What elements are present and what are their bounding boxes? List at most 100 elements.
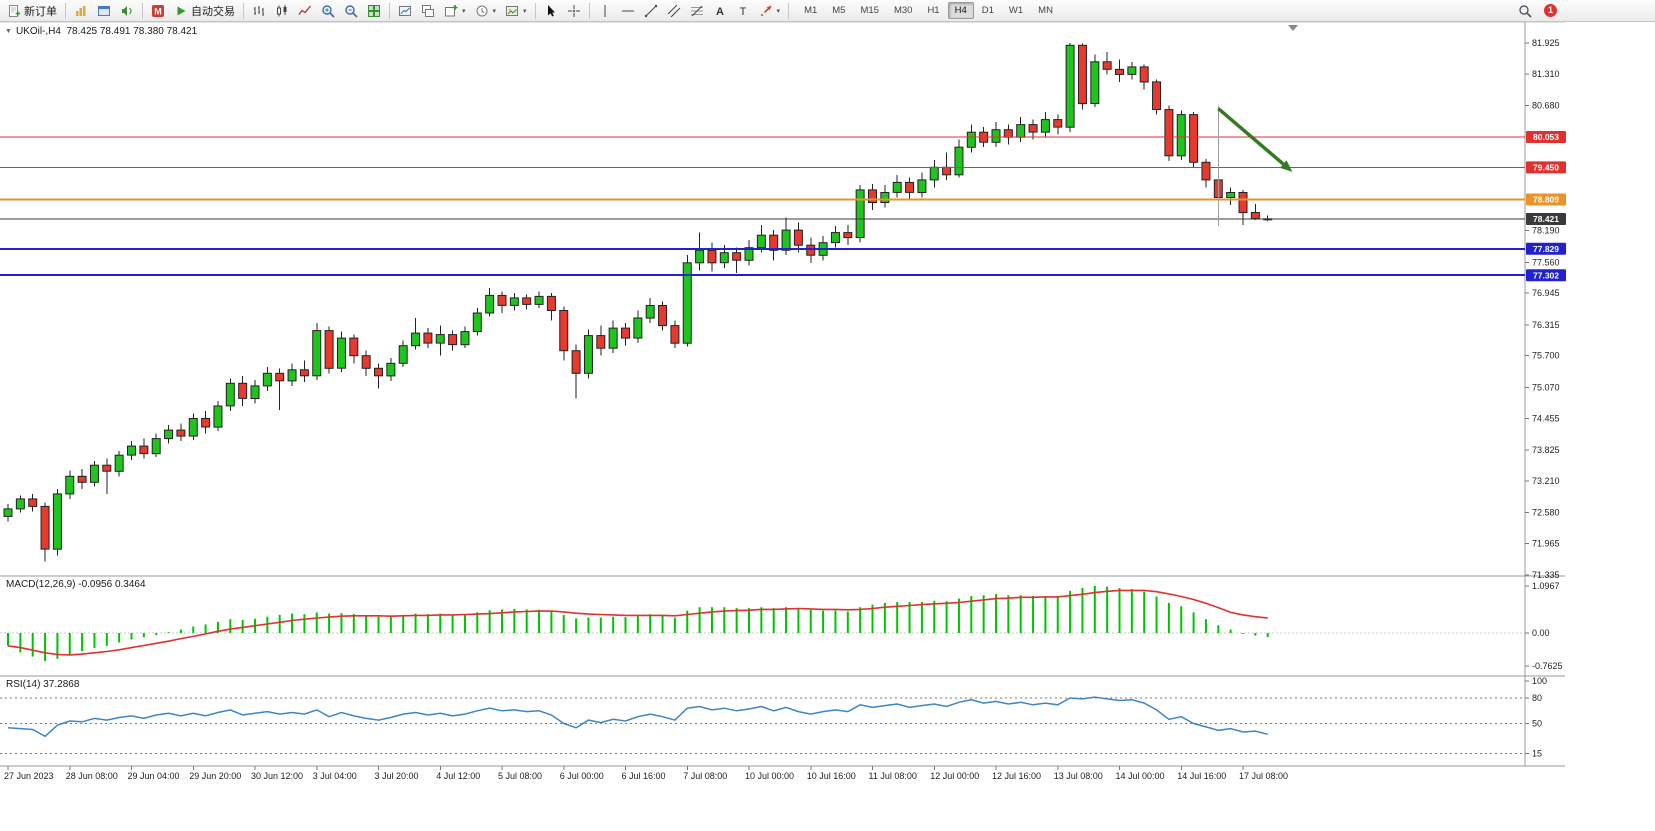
candle — [497, 294, 507, 306]
candlestick-chart-button[interactable] — [271, 1, 293, 20]
auto-arrange-button[interactable] — [394, 1, 416, 20]
svg-text:12 Jul 16:00: 12 Jul 16:00 — [992, 771, 1041, 781]
candle — [868, 189, 877, 203]
notification-badge[interactable]: 1 — [1544, 4, 1557, 17]
svg-text:80.053: 80.053 — [1533, 132, 1559, 142]
template-icon — [505, 4, 519, 18]
svg-text:75.070: 75.070 — [1532, 382, 1560, 392]
crosshair-button[interactable] — [563, 1, 585, 20]
profiles-button[interactable] — [93, 1, 115, 20]
candle — [15, 498, 25, 510]
horizontal-line-button[interactable] — [617, 1, 639, 20]
trendline-button[interactable] — [640, 1, 662, 20]
candle — [756, 234, 766, 249]
arrows-tool-button[interactable]: ▾ — [755, 1, 785, 20]
templates-button[interactable]: ▾ — [501, 1, 531, 20]
periods-button[interactable]: ▾ — [471, 1, 501, 20]
svg-text:73.825: 73.825 — [1532, 445, 1560, 455]
candle — [880, 192, 890, 203]
candle — [991, 129, 1001, 143]
candle — [299, 369, 309, 377]
new-order-button[interactable]: 新订单 — [3, 1, 61, 20]
tile-windows-button[interactable] — [363, 1, 385, 20]
svg-text:71.335: 71.335 — [1532, 570, 1560, 580]
svg-text:71.965: 71.965 — [1532, 538, 1560, 548]
dropdown-caret-icon: ▾ — [776, 7, 781, 15]
candle — [472, 312, 482, 333]
price-axis[interactable]: 81.925 81.310 80.680 78.190 77.560 76.945 76.3… — [1525, 38, 1560, 580]
channel-icon — [667, 4, 681, 18]
candle — [732, 252, 742, 261]
bar-chart-button[interactable] — [248, 1, 270, 20]
svg-text:81.925: 81.925 — [1532, 38, 1560, 48]
fibonacci-button[interactable] — [686, 1, 708, 20]
vline-icon — [598, 4, 612, 18]
candle — [966, 131, 976, 148]
chart-shift-marker-icon[interactable] — [1288, 25, 1298, 31]
rsi-line — [7, 696, 1268, 738]
candle — [929, 166, 939, 181]
timeframe-button-m15[interactable]: M15 — [853, 2, 885, 19]
svg-text:27 Jun 2023: 27 Jun 2023 — [4, 771, 54, 781]
cascade-windows-button[interactable] — [417, 1, 439, 20]
timeframe-button-mn[interactable]: MN — [1031, 2, 1060, 19]
timeframe-button-m30[interactable]: M30 — [887, 2, 919, 19]
rsi-pane: 100 80 50 15 — [0, 676, 1547, 758]
vertical-line-button[interactable] — [594, 1, 616, 20]
pane-borders — [0, 21, 1565, 767]
cursor-button[interactable] — [540, 1, 562, 20]
candle — [164, 429, 174, 440]
svg-text:15: 15 — [1532, 748, 1542, 758]
zoom-out-button[interactable] — [340, 1, 362, 20]
autotrading-button[interactable]: 自动交易 — [170, 1, 239, 20]
svg-text:13 Jul 08:00: 13 Jul 08:00 — [1054, 771, 1103, 781]
timeframe-button-h4[interactable]: H4 — [947, 2, 974, 19]
dropdown-caret-icon: ▾ — [462, 7, 466, 15]
price-badge-80.053 — [1526, 131, 1566, 144]
svg-text:29 Jun 20:00: 29 Jun 20:00 — [189, 771, 241, 781]
price-badge-78.421 — [1526, 213, 1566, 226]
svg-text:4 Jul 12:00: 4 Jul 12:00 — [436, 771, 480, 781]
svg-text:76.315: 76.315 — [1532, 320, 1560, 330]
sound-alert-button[interactable] — [116, 1, 138, 20]
level-lines[interactable]: 80.053 79.450 78.809 78.421 77.829 77.302 — [0, 131, 1566, 282]
candle — [349, 337, 359, 357]
zoom-in-button[interactable] — [317, 1, 339, 20]
candle — [1016, 124, 1026, 138]
new-chart-button[interactable]: ▾ — [440, 1, 470, 20]
text-label-button[interactable]: T — [732, 1, 754, 20]
candle — [522, 297, 532, 305]
candle — [1238, 192, 1248, 214]
timeframe-button-d1[interactable]: D1 — [975, 2, 1001, 19]
candle — [892, 181, 902, 193]
charts-window-button[interactable] — [70, 1, 92, 20]
timeframe-button-w1[interactable]: W1 — [1002, 2, 1030, 19]
channel-button[interactable] — [663, 1, 685, 20]
candle — [744, 247, 754, 261]
candle — [793, 229, 803, 246]
time-axis[interactable]: 27 Jun 2023 28 Jun 08:00 29 Jun 04:00 29 Ju… — [4, 766, 1288, 781]
svg-text:78.421: 78.421 — [1533, 214, 1559, 224]
svg-text:0.00: 0.00 — [1532, 628, 1550, 638]
timeframe-button-m5[interactable]: M5 — [825, 2, 852, 19]
search-button[interactable] — [1514, 1, 1536, 20]
candle — [262, 372, 272, 387]
svg-text:77.829: 77.829 — [1533, 244, 1559, 254]
mql5-button[interactable]: M — [147, 1, 169, 20]
candle — [583, 335, 593, 374]
line-chart-button[interactable] — [294, 1, 316, 20]
toolbar-right-group: 1 — [1514, 1, 1557, 20]
candle — [1040, 119, 1050, 133]
timeframe-button-m1[interactable]: M1 — [797, 2, 824, 19]
search-icon — [1518, 4, 1532, 18]
trend-arrow-annotation[interactable] — [1217, 105, 1293, 227]
profiles-icon — [97, 4, 111, 18]
candle — [1189, 114, 1199, 163]
svg-text:6 Jul 00:00: 6 Jul 00:00 — [560, 771, 604, 781]
timeframe-button-h1[interactable]: H1 — [920, 2, 946, 19]
text-tool-button[interactable]: A — [709, 1, 731, 20]
candles-layer — [3, 43, 1273, 562]
candle — [621, 327, 630, 339]
toolbar-separator — [65, 2, 66, 19]
